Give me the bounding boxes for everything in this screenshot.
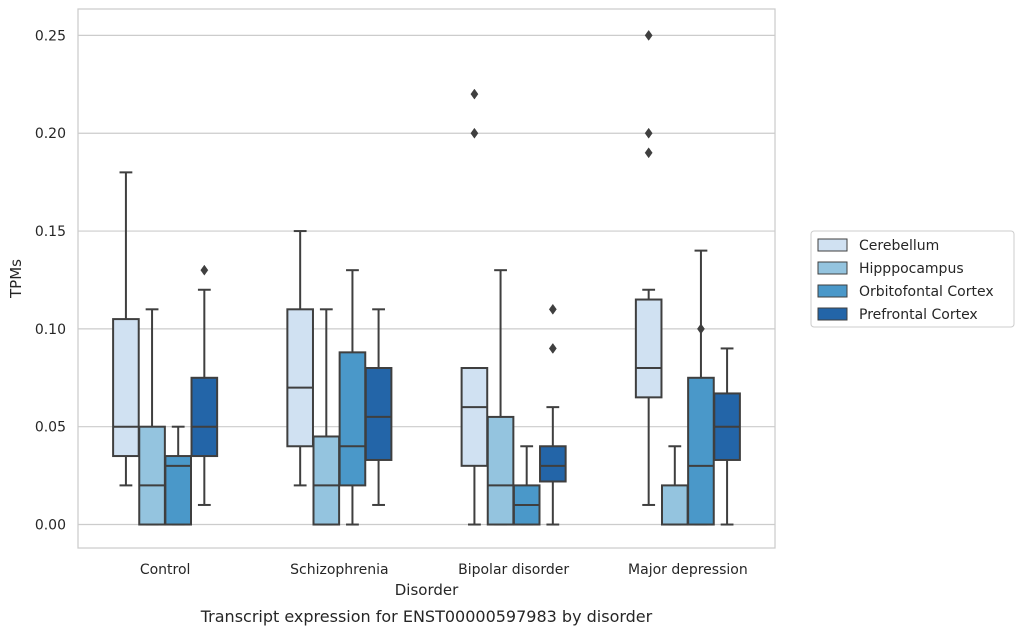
y-tick-label: 0.20 bbox=[35, 126, 66, 142]
grid-lines bbox=[78, 34, 775, 526]
box-prefrontal-cortex bbox=[539, 303, 567, 526]
y-tick-label: 0.05 bbox=[35, 420, 66, 436]
figure-caption: Transcript expression for ENST0000059798… bbox=[200, 607, 653, 626]
x-axis-ticks: Control Schizophrenia Bipolar disorder Majo… bbox=[140, 562, 748, 578]
outlier-point bbox=[470, 127, 479, 139]
box-prefrontal-cortex bbox=[713, 347, 741, 526]
box-iqr bbox=[164, 455, 193, 526]
outlier-point bbox=[644, 147, 653, 159]
box-iqr bbox=[364, 367, 393, 461]
outlier-point bbox=[200, 264, 209, 276]
y-axis-title: TPMs bbox=[7, 259, 25, 299]
box-cerebellum bbox=[112, 171, 140, 487]
box-orbitofontal-cortex bbox=[512, 445, 541, 526]
box-cerebellum bbox=[634, 29, 663, 506]
box-iqr bbox=[138, 425, 166, 526]
x-tick-label: Bipolar disorder bbox=[458, 562, 569, 578]
legend-frame bbox=[810, 230, 1015, 328]
box-cerebellum bbox=[286, 230, 314, 487]
y-tick-label: 0.25 bbox=[35, 28, 66, 44]
box-prefrontal-cortex bbox=[364, 308, 393, 506]
box-iqr bbox=[660, 484, 689, 526]
x-tick-label: Major depression bbox=[628, 562, 748, 578]
outlier-point bbox=[470, 88, 479, 100]
box-iqr bbox=[190, 376, 219, 458]
box-orbitofontal-cortex bbox=[338, 269, 367, 526]
outlier-point bbox=[548, 343, 557, 354]
plot-area-frame bbox=[77, 8, 776, 549]
box-hipppocampus bbox=[486, 269, 515, 526]
x-tick-label: Schizophrenia bbox=[290, 562, 388, 578]
box-iqr bbox=[112, 318, 140, 458]
outlier-point bbox=[548, 303, 557, 315]
x-tick-label: Control bbox=[140, 562, 191, 578]
box-iqr bbox=[634, 298, 663, 399]
box-plot-series bbox=[112, 29, 741, 526]
box-hipppocampus bbox=[138, 308, 166, 526]
legend-label: Prefrontal Cortex bbox=[859, 307, 978, 323]
x-axis-title: Disorder bbox=[395, 581, 459, 599]
box-orbitofontal-cortex bbox=[687, 249, 715, 526]
y-tick-label: 0.15 bbox=[35, 224, 66, 240]
box-iqr bbox=[286, 308, 314, 448]
box-iqr bbox=[687, 376, 715, 526]
outlier-point bbox=[697, 323, 705, 335]
box-prefrontal-cortex bbox=[190, 264, 219, 506]
legend-swatch bbox=[817, 261, 848, 275]
box-hipppocampus bbox=[312, 308, 341, 526]
legend: Cerebellum Hipppocampus Orbitofontal Corte… bbox=[810, 230, 1015, 328]
outlier-point bbox=[644, 29, 653, 41]
box-iqr bbox=[486, 415, 515, 526]
legend-swatch bbox=[817, 238, 848, 252]
y-tick-label: 0.00 bbox=[35, 518, 66, 534]
box-iqr bbox=[460, 367, 489, 467]
y-axis-ticks: 0.00 0.05 0.10 0.15 0.20 0.25 bbox=[35, 28, 66, 533]
box-orbitofontal-cortex bbox=[164, 425, 193, 526]
box-iqr bbox=[312, 435, 341, 526]
legend-label: Hipppocampus bbox=[859, 261, 964, 277]
legend-swatch bbox=[817, 307, 848, 321]
box-cerebellum bbox=[460, 88, 489, 526]
box-iqr bbox=[338, 351, 367, 487]
box-iqr bbox=[539, 445, 567, 483]
legend-label: Cerebellum bbox=[859, 238, 939, 254]
y-tick-label: 0.10 bbox=[35, 322, 66, 338]
legend-swatch bbox=[817, 284, 848, 298]
outlier-point bbox=[644, 127, 653, 139]
box-hipppocampus bbox=[660, 445, 689, 526]
legend-label: Orbitofontal Cortex bbox=[859, 284, 994, 300]
